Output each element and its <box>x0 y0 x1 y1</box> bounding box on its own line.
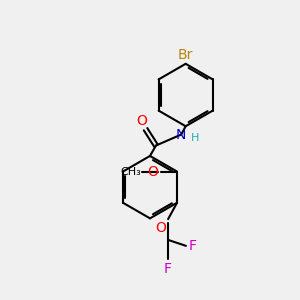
Text: F: F <box>164 262 172 276</box>
Text: O: O <box>147 164 158 178</box>
Text: CH₃: CH₃ <box>120 167 141 176</box>
Text: O: O <box>136 114 147 128</box>
Text: O: O <box>156 220 167 235</box>
Text: H: H <box>190 133 199 142</box>
Text: N: N <box>176 128 186 142</box>
Text: F: F <box>189 239 197 253</box>
Text: Br: Br <box>178 48 194 62</box>
